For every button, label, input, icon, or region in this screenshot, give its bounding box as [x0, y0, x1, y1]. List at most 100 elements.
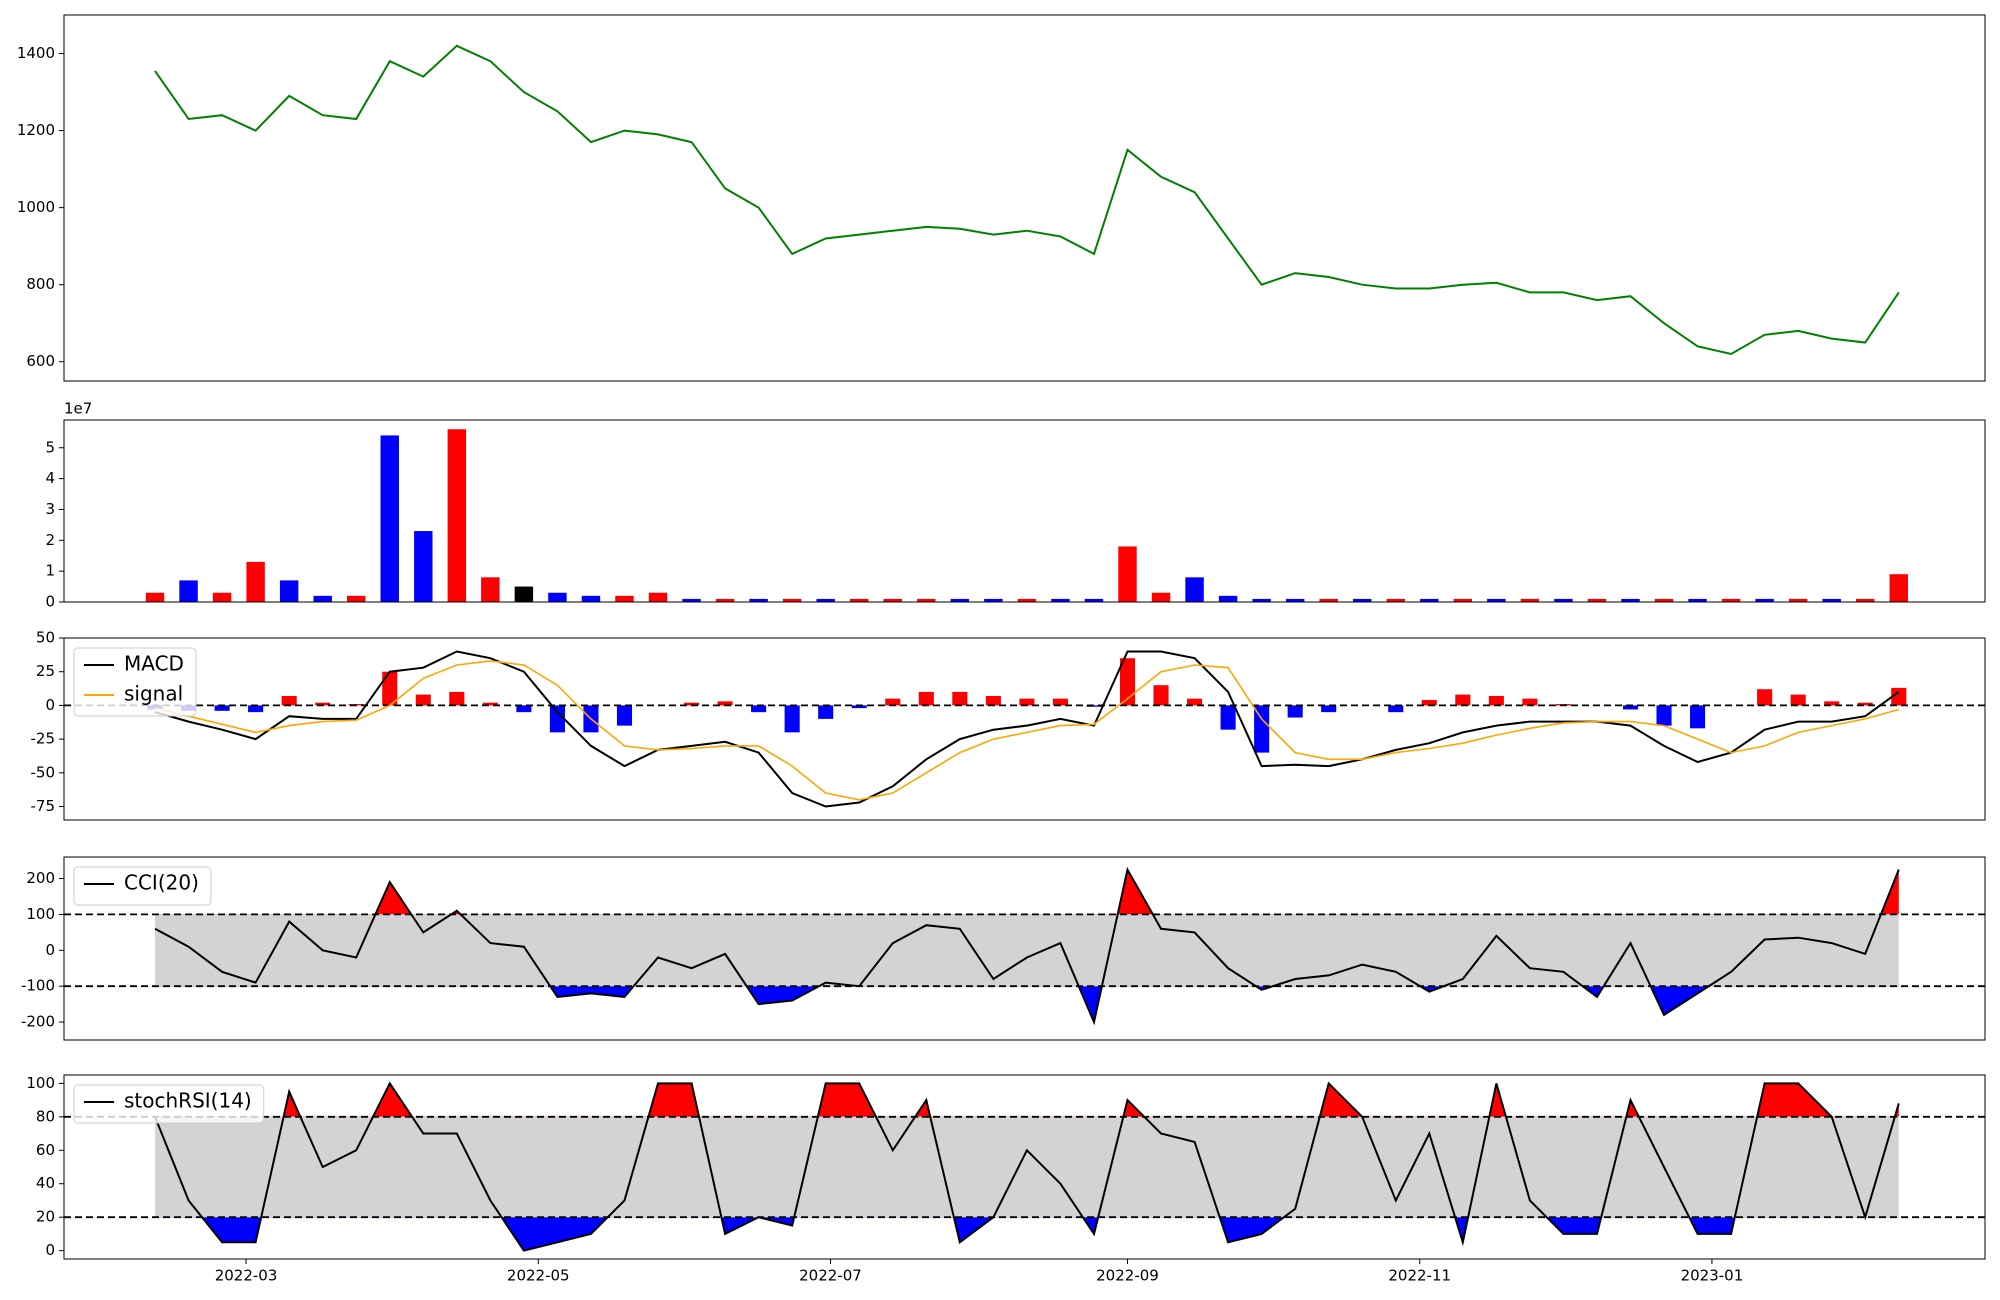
bar: [782, 598, 802, 602]
bar: [1587, 598, 1607, 602]
bar: [347, 595, 366, 602]
plot-frame: [63, 14, 1986, 382]
y-tick-label: -100: [21, 977, 55, 995]
bar: [883, 598, 902, 602]
x-tick-label: 2022-03: [215, 1267, 278, 1285]
histogram-bar: [684, 702, 700, 706]
band: [155, 914, 1899, 987]
bar: [1520, 598, 1540, 602]
bar: [1218, 595, 1238, 602]
histogram-bar: [1690, 705, 1706, 729]
x-tick-label: 2022-11: [1388, 1267, 1451, 1285]
bar: [1822, 598, 1841, 602]
histogram-bar: [516, 705, 532, 713]
y-tick-label: 25: [36, 662, 55, 680]
y-tick-label: 2: [45, 531, 55, 549]
line: [154, 650, 1900, 808]
histogram-bar: [751, 705, 767, 713]
bar: [1755, 598, 1774, 602]
y-tick-label: 100: [26, 1074, 55, 1092]
histogram-bar: [1321, 705, 1337, 713]
histogram-bar: [918, 691, 934, 706]
bar: [1688, 598, 1707, 602]
legend-label: MACD: [124, 652, 184, 676]
legend-label: stochRSI(14): [124, 1089, 252, 1113]
bar: [1285, 598, 1305, 602]
plot-frame: [63, 637, 1986, 821]
plot-frame: [63, 1074, 1986, 1260]
bar: [1252, 598, 1271, 602]
bar: [447, 429, 467, 602]
y-tick-label: 1000: [17, 198, 55, 216]
line: [154, 660, 1900, 801]
plot-frame: [63, 419, 1986, 603]
bar: [917, 598, 936, 602]
bar: [1721, 598, 1741, 602]
y-tick-label: 20: [36, 1208, 55, 1226]
bar: [984, 598, 1003, 602]
histogram-bar: [248, 705, 264, 713]
histogram-bar: [1220, 705, 1236, 730]
bar: [1017, 598, 1037, 602]
y-tick-label: 0: [45, 696, 55, 714]
histogram-bar: [415, 694, 431, 706]
bar: [1151, 592, 1171, 602]
legend: MACD signal: [73, 647, 197, 717]
band: [155, 1116, 1899, 1218]
histogram-bar: [1790, 694, 1806, 706]
bar: [816, 598, 835, 602]
histogram-bar: [1421, 700, 1437, 706]
bar: [715, 598, 735, 602]
y-tick-label: -25: [31, 730, 56, 748]
y-tick-label: 5: [45, 438, 55, 456]
histogram-bar: [1052, 698, 1068, 706]
bar: [950, 598, 970, 602]
histogram-bar: [1287, 705, 1303, 718]
histogram-bar: [1622, 705, 1639, 710]
bar: [1788, 598, 1808, 602]
y-tick-label: -75: [31, 797, 56, 815]
x-tick-label: 2022-09: [1096, 1267, 1159, 1285]
histogram-bar: [985, 695, 1001, 706]
line: [154, 44, 1900, 356]
histogram-bar: [1891, 687, 1907, 706]
plot-frame: [63, 856, 1986, 1041]
y-tick-label: 1400: [17, 44, 55, 62]
histogram-bar: [952, 691, 968, 706]
bar: [1453, 598, 1473, 602]
histogram-bar: [717, 701, 733, 706]
panel: 0 20 40 60 80 100 2022-03 2022-05 2022-07 2022-09…: [26, 1074, 1986, 1285]
bar: [246, 561, 265, 602]
bar: [1554, 598, 1573, 602]
histogram-bar: [1019, 698, 1035, 706]
histogram-bar: [818, 705, 834, 719]
bar: [1621, 598, 1640, 602]
histogram-bar: [449, 691, 465, 706]
line: [154, 866, 1900, 1026]
histogram-bar: [1153, 685, 1169, 706]
panel: -75 -50 -25 0 25 50 MACD signal: [31, 629, 1986, 821]
y-tick-label: 800: [26, 275, 55, 293]
histogram-bar: [382, 671, 398, 706]
histogram-bar: [885, 698, 901, 706]
panel: 0 1 2 3 4 5 1e7: [45, 400, 1986, 611]
bar: [615, 595, 634, 602]
bar: [1185, 577, 1204, 602]
bar: [1420, 598, 1439, 602]
y-tick-label: 0: [45, 1241, 55, 1259]
line: [154, 1081, 1900, 1252]
legend-label: CCI(20): [124, 871, 199, 895]
histogram-bar: [549, 705, 565, 733]
legend-label: signal: [124, 682, 183, 706]
bar: [481, 577, 500, 602]
histogram-bar: [482, 702, 498, 706]
histogram-bar: [1455, 694, 1471, 706]
histogram-bar: [281, 695, 297, 706]
y-tick-label: 4: [45, 469, 55, 487]
bar: [548, 592, 567, 602]
y-tick-label: 80: [36, 1107, 55, 1125]
bar: [145, 592, 165, 602]
y-tick-label: 200: [26, 869, 55, 887]
bar: [279, 580, 299, 602]
histogram-bar: [1119, 658, 1136, 706]
